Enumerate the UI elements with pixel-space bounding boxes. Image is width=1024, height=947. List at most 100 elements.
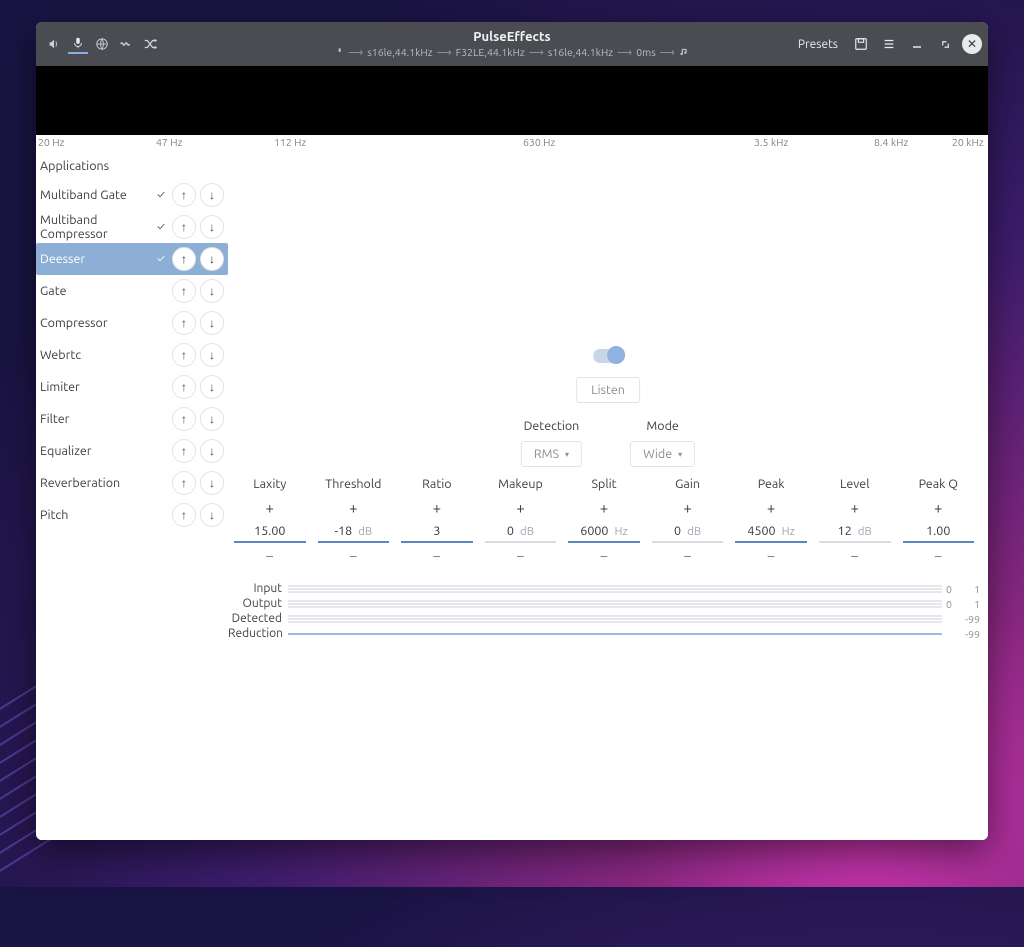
meter-bar — [288, 629, 942, 639]
decrement-button[interactable]: − — [731, 547, 811, 565]
move-up-button[interactable]: ↑ — [172, 311, 196, 335]
param-laxity: Laxity+15.00− — [228, 477, 312, 565]
move-down-button[interactable]: ↓ — [200, 183, 224, 207]
move-down-button[interactable]: ↓ — [200, 215, 224, 239]
effect-row-compressor[interactable]: Compressor ↑↓ — [36, 307, 228, 339]
freq-label: 47 Hz — [156, 136, 182, 148]
increment-button[interactable]: + — [481, 499, 561, 517]
param-value-field[interactable]: 6000Hz — [568, 521, 640, 543]
hamburger-menu-icon[interactable] — [878, 33, 900, 55]
increment-button[interactable]: + — [230, 499, 310, 517]
move-up-button[interactable]: ↑ — [172, 439, 196, 463]
meter-label: Output — [228, 597, 288, 610]
move-up-button[interactable]: ↑ — [172, 183, 196, 207]
param-unit: dB — [520, 525, 534, 538]
effect-row-equalizer[interactable]: Equalizer↑↓ — [36, 435, 228, 467]
decrement-button[interactable]: − — [397, 547, 477, 565]
effect-enable-toggle[interactable] — [593, 349, 623, 363]
globe-icon[interactable] — [92, 34, 112, 54]
increment-button[interactable]: + — [397, 499, 477, 517]
move-down-button[interactable]: ↓ — [200, 311, 224, 335]
param-value: 0 — [507, 524, 514, 538]
decrement-button[interactable]: − — [815, 547, 895, 565]
increment-button[interactable]: + — [648, 499, 728, 517]
decrement-button[interactable]: − — [230, 547, 310, 565]
move-down-button[interactable]: ↓ — [200, 343, 224, 367]
param-value-field[interactable]: 0dB — [652, 521, 724, 543]
effect-row-multiband-compressor[interactable]: Multiband Compressor✓↑↓ — [36, 211, 228, 243]
detection-combo[interactable]: RMS▾ — [521, 441, 582, 467]
microphone-icon[interactable] — [68, 34, 88, 54]
meter-label: Reduction — [228, 627, 288, 640]
close-button[interactable]: ✕ — [962, 34, 982, 54]
effect-row-gate[interactable]: Gate↑↓ — [36, 275, 228, 307]
meter-bar — [288, 599, 942, 609]
maximize-button[interactable] — [934, 33, 956, 55]
save-preset-icon[interactable] — [850, 33, 872, 55]
move-down-button[interactable]: ↓ — [200, 375, 224, 399]
effect-row-filter[interactable]: Filter ↑↓ — [36, 403, 228, 435]
move-down-button[interactable]: ↓ — [200, 439, 224, 463]
increment-button[interactable]: + — [815, 499, 895, 517]
param-value-field[interactable]: 1.00 — [903, 521, 975, 543]
headerbar-right: Presets ✕ — [792, 33, 988, 55]
effect-name: Deesser — [40, 252, 154, 266]
move-down-button[interactable]: ↓ — [200, 407, 224, 431]
param-value-field[interactable]: 15.00 — [234, 521, 306, 543]
decrement-button[interactable]: − — [481, 547, 561, 565]
effect-name: Compressor — [40, 316, 154, 330]
meter-values: -99 — [942, 613, 980, 625]
effect-panel: Listen Detection RMS▾ Mode Wide▾ Laxity+… — [228, 151, 988, 840]
meter-label: Input — [228, 582, 288, 595]
decrement-button[interactable]: − — [899, 547, 979, 565]
chevron-down-icon: ▾ — [565, 450, 569, 459]
decrement-button[interactable]: − — [564, 547, 644, 565]
meter-bar — [288, 584, 942, 594]
move-up-button[interactable]: ↑ — [172, 343, 196, 367]
param-label: Split — [564, 477, 644, 491]
effect-name: Reverberation — [40, 476, 154, 490]
effect-row-reverberation[interactable]: Reverberation ↑↓ — [36, 467, 228, 499]
increment-button[interactable]: + — [731, 499, 811, 517]
presets-button[interactable]: Presets — [792, 36, 844, 53]
move-up-button[interactable]: ↑ — [172, 279, 196, 303]
param-value-field[interactable]: 0 dB — [485, 521, 557, 543]
effect-row-pitch[interactable]: Pitch↑↓ — [36, 499, 228, 531]
effect-row-multiband-gate[interactable]: Multiband Gate✓↑↓ — [36, 179, 228, 211]
shuffle-icon[interactable] — [140, 34, 160, 54]
move-down-button[interactable]: ↓ — [200, 279, 224, 303]
effect-name: Filter — [40, 412, 154, 426]
minimize-button[interactable] — [906, 33, 928, 55]
param-unit: dB — [858, 525, 872, 538]
param-value-field[interactable]: 12 dB — [819, 521, 891, 543]
decrement-button[interactable]: − — [314, 547, 394, 565]
move-down-button[interactable]: ↓ — [200, 471, 224, 495]
move-down-button[interactable]: ↓ — [200, 503, 224, 527]
effect-name: Limiter — [40, 380, 154, 394]
listen-button[interactable]: Listen — [576, 377, 640, 403]
param-value-field[interactable]: -18dB — [318, 521, 390, 543]
meter-values: -99 — [942, 628, 980, 640]
effect-row-deesser[interactable]: Deesser✓↑↓ — [36, 243, 228, 275]
level-meters: Input01Output01Detected-99Reduction-99 — [228, 581, 980, 641]
applications-header[interactable]: Applications — [36, 155, 228, 179]
move-up-button[interactable]: ↑ — [172, 471, 196, 495]
move-up-button[interactable]: ↑ — [172, 407, 196, 431]
move-up-button[interactable]: ↑ — [172, 375, 196, 399]
effect-row-limiter[interactable]: Limiter ↑↓ — [36, 371, 228, 403]
increment-button[interactable]: + — [899, 499, 979, 517]
wave-icon[interactable] — [116, 34, 136, 54]
move-up-button[interactable]: ↑ — [172, 503, 196, 527]
param-value: 12 — [838, 524, 852, 538]
param-value-field[interactable]: 3 — [401, 521, 473, 543]
decrement-button[interactable]: − — [648, 547, 728, 565]
effect-row-webrtc[interactable]: Webrtc↑↓ — [36, 339, 228, 371]
move-up-button[interactable]: ↑ — [172, 247, 196, 271]
move-down-button[interactable]: ↓ — [200, 247, 224, 271]
mode-combo[interactable]: Wide▾ — [630, 441, 695, 467]
move-up-button[interactable]: ↑ — [172, 215, 196, 239]
speaker-icon[interactable] — [44, 34, 64, 54]
param-value-field[interactable]: 4500Hz — [735, 521, 807, 543]
increment-button[interactable]: + — [314, 499, 394, 517]
increment-button[interactable]: + — [564, 499, 644, 517]
